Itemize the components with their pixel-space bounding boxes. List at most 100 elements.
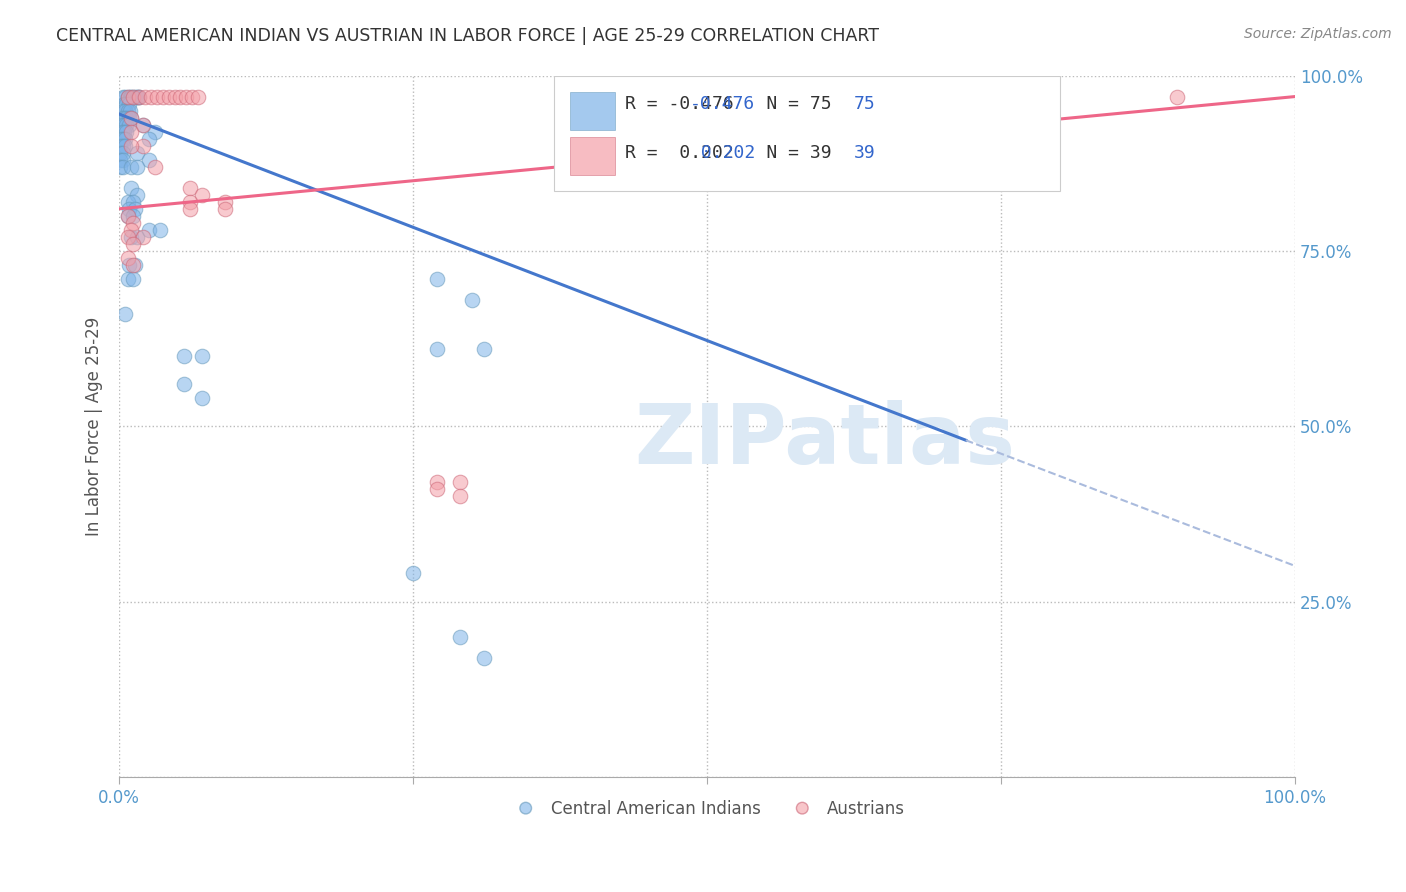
Point xyxy=(426,272,449,286)
Point xyxy=(124,202,146,216)
Point xyxy=(173,377,195,392)
Point xyxy=(111,103,134,118)
Point xyxy=(120,111,142,125)
Y-axis label: In Labor Force | Age 25-29: In Labor Force | Age 25-29 xyxy=(86,317,103,536)
Point xyxy=(449,475,471,490)
Point xyxy=(120,111,142,125)
Point xyxy=(426,475,449,490)
Point xyxy=(179,202,201,216)
Point xyxy=(122,258,145,272)
Point xyxy=(110,138,132,153)
Point xyxy=(143,160,166,174)
Point xyxy=(115,96,138,111)
Point xyxy=(127,89,149,103)
Point xyxy=(111,89,134,103)
Point xyxy=(152,89,174,103)
Text: 39: 39 xyxy=(853,144,876,161)
Point xyxy=(111,118,134,132)
Point xyxy=(132,118,155,132)
Point xyxy=(110,160,132,174)
Point xyxy=(426,342,449,356)
Point xyxy=(179,194,201,209)
Point xyxy=(426,483,449,497)
Point xyxy=(128,89,150,103)
Point xyxy=(120,125,142,139)
Point xyxy=(117,103,139,118)
Point xyxy=(117,209,139,223)
Point xyxy=(132,230,155,244)
Point xyxy=(118,89,141,103)
Point xyxy=(149,223,172,237)
Point xyxy=(120,89,142,103)
Point xyxy=(157,89,180,103)
Point xyxy=(118,202,141,216)
Point xyxy=(179,180,201,194)
Point xyxy=(214,202,236,216)
Point xyxy=(146,89,169,103)
Point xyxy=(111,160,134,174)
Point xyxy=(1166,89,1188,103)
Point xyxy=(122,209,145,223)
Point xyxy=(111,145,134,160)
FancyBboxPatch shape xyxy=(554,76,1060,191)
Point xyxy=(111,153,134,167)
Point xyxy=(110,131,132,145)
Point xyxy=(112,118,135,132)
Point xyxy=(122,216,145,230)
Point xyxy=(114,138,136,153)
Point xyxy=(122,236,145,251)
Point xyxy=(112,96,135,111)
Text: 0.202: 0.202 xyxy=(689,144,755,161)
Point xyxy=(138,223,160,237)
Point xyxy=(122,272,145,286)
Text: R = -0.476   N = 75: R = -0.476 N = 75 xyxy=(624,95,831,112)
Point xyxy=(187,89,209,103)
Point xyxy=(111,138,134,153)
Point xyxy=(132,118,155,132)
Point xyxy=(125,145,148,160)
Point xyxy=(120,138,142,153)
Point xyxy=(190,349,212,363)
Point xyxy=(132,138,155,153)
Point xyxy=(125,160,148,174)
Point xyxy=(461,293,484,307)
Point xyxy=(112,125,135,139)
Point xyxy=(115,125,138,139)
Point xyxy=(117,272,139,286)
Point xyxy=(111,125,134,139)
Point xyxy=(118,103,141,118)
Point xyxy=(115,111,138,125)
FancyBboxPatch shape xyxy=(569,137,616,175)
Point xyxy=(122,89,145,103)
Point xyxy=(120,230,142,244)
Point xyxy=(139,89,162,103)
Point xyxy=(120,223,142,237)
Text: R =  0.202   N = 39: R = 0.202 N = 39 xyxy=(624,144,831,161)
Point xyxy=(125,230,148,244)
Point xyxy=(117,89,139,103)
Point xyxy=(111,111,134,125)
Point xyxy=(118,96,141,111)
Point xyxy=(125,89,148,103)
Point xyxy=(122,89,145,103)
Point xyxy=(134,89,156,103)
Point xyxy=(163,89,186,103)
Point xyxy=(114,131,136,145)
Text: CENTRAL AMERICAN INDIAN VS AUSTRIAN IN LABOR FORCE | AGE 25-29 CORRELATION CHART: CENTRAL AMERICAN INDIAN VS AUSTRIAN IN L… xyxy=(56,27,879,45)
Point xyxy=(114,103,136,118)
Point xyxy=(190,187,212,202)
Point xyxy=(122,194,145,209)
Point xyxy=(124,258,146,272)
Point xyxy=(449,630,471,644)
Point xyxy=(117,209,139,223)
Point xyxy=(125,187,148,202)
Point xyxy=(449,489,471,503)
Point xyxy=(402,566,425,581)
Point xyxy=(138,153,160,167)
Point xyxy=(112,111,135,125)
Legend: Central American Indians, Austrians: Central American Indians, Austrians xyxy=(502,793,912,824)
Point xyxy=(214,194,236,209)
Point xyxy=(181,89,204,103)
Point xyxy=(114,307,136,321)
Point xyxy=(190,391,212,405)
